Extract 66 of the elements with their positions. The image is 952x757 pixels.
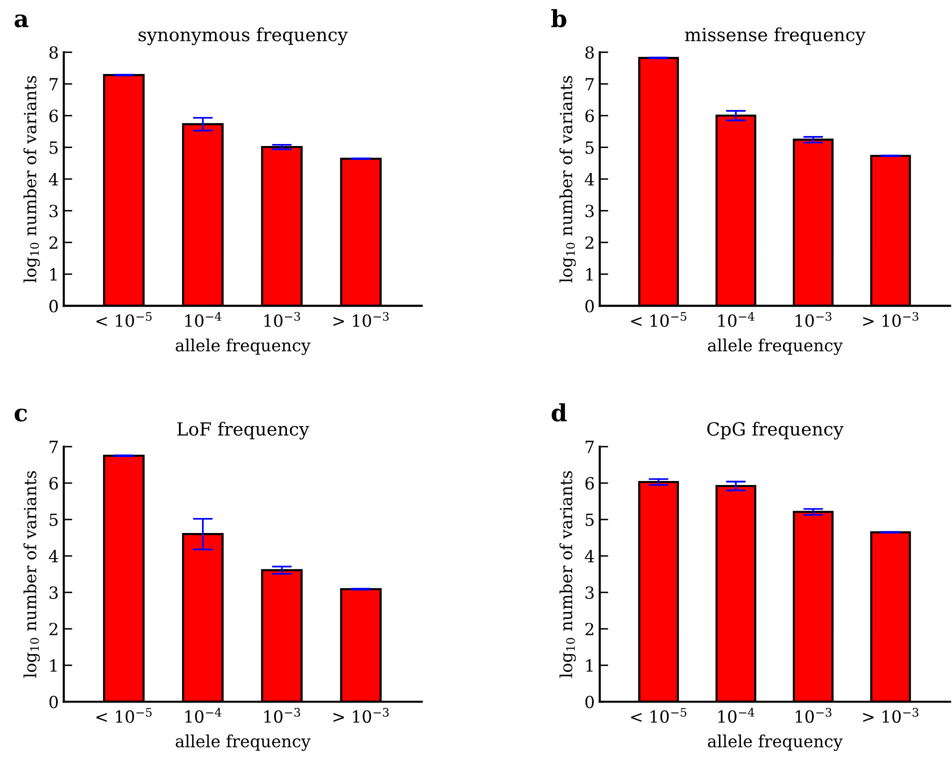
y-tick-label: 4 <box>48 550 58 562</box>
y-tick-label: 7 <box>50 440 58 453</box>
y-tick-label: 2 <box>585 622 594 636</box>
x-tick-label: 10$^{−4}$ <box>718 708 754 723</box>
y-tick-label: 3 <box>586 586 594 599</box>
y-tick-label: 5 <box>586 142 594 154</box>
y-tick-label: 0 <box>49 300 58 312</box>
text: a <box>14 14 28 28</box>
y-axis-title: log$_{10}$ number of variants <box>559 76 576 283</box>
x-tick-label: > 10$^{−3}$ <box>333 312 389 327</box>
x-tick-label: 10$^{−3}$ <box>796 708 832 723</box>
y-tick-label: 7 <box>50 78 58 90</box>
x-tick-label: > 10$^{−3}$ <box>333 708 389 723</box>
x-tick-label: 10$^{−4}$ <box>718 312 754 327</box>
x-tick-label: 10$^{−3}$ <box>264 708 300 723</box>
y-tick-label: 8 <box>49 46 58 59</box>
x-tick-label: > 10$^{−3}$ <box>863 708 918 723</box>
x-axis-title: allele frequency <box>176 338 311 355</box>
y-tick-label: 3 <box>586 204 594 218</box>
y-tick-label: 4 <box>48 172 58 186</box>
x-tick-label: > 10$^{−3}$ <box>863 312 918 327</box>
chart-title: LoF frequency <box>177 422 310 440</box>
x-tick-label: < 10$^{−5}$ <box>96 708 152 723</box>
y-tick-label: 3 <box>50 586 58 599</box>
y-tick-label: 1 <box>50 268 57 280</box>
x-tick-label: < 10$^{−5}$ <box>96 312 152 327</box>
text: d <box>552 403 567 422</box>
y-tick-label: 0 <box>585 300 594 312</box>
y-axis-title: log$_{10}$ number of variants <box>559 471 576 678</box>
chart-title: CpG frequency <box>707 422 844 440</box>
y-tick-label: 0 <box>585 696 594 708</box>
y-axis-title: log$_{10}$ number of variants <box>23 471 40 678</box>
y-tick-label: 6 <box>49 477 58 490</box>
y-tick-label: 4 <box>584 172 594 186</box>
y-tick-label: 7 <box>586 78 594 90</box>
y-tick-label: 8 <box>585 46 594 59</box>
x-tick-label: 10$^{−3}$ <box>796 312 832 327</box>
y-tick-label: 6 <box>585 477 594 490</box>
y-tick-label: 1 <box>50 659 57 672</box>
text: c <box>14 408 27 422</box>
x-tick-label: 10$^{−4}$ <box>185 312 222 327</box>
chart-title: missense frequency <box>684 27 866 46</box>
y-tick-label: 5 <box>586 514 594 526</box>
x-tick-label: 10$^{−3}$ <box>264 312 300 327</box>
text: b <box>551 9 566 28</box>
x-axis-title: allele frequency <box>708 734 843 751</box>
y-axis-title: log$_{10}$ number of variants <box>23 76 40 283</box>
x-tick-label: < 10$^{−5}$ <box>631 708 686 723</box>
y-tick-label: 2 <box>585 236 594 249</box>
chart-title: synonymous frequency <box>138 27 348 46</box>
y-tick-label: 6 <box>585 110 594 122</box>
y-tick-label: 0 <box>49 696 58 708</box>
y-tick-label: 2 <box>49 622 58 636</box>
y-tick-label: 1 <box>586 659 593 672</box>
x-axis-title: allele frequency <box>176 734 311 751</box>
y-tick-label: 2 <box>49 236 58 249</box>
y-tick-label: 6 <box>49 110 58 122</box>
y-tick-label: 5 <box>50 142 58 154</box>
x-axis-title: allele frequency <box>708 338 843 355</box>
y-tick-label: 5 <box>50 514 58 526</box>
x-tick-label: < 10$^{−5}$ <box>631 312 686 327</box>
y-tick-label: 3 <box>50 204 58 218</box>
y-tick-label: 7 <box>586 440 594 453</box>
y-tick-label: 4 <box>584 550 594 562</box>
y-tick-label: 1 <box>586 268 593 280</box>
x-tick-label: 10$^{−4}$ <box>185 708 222 723</box>
